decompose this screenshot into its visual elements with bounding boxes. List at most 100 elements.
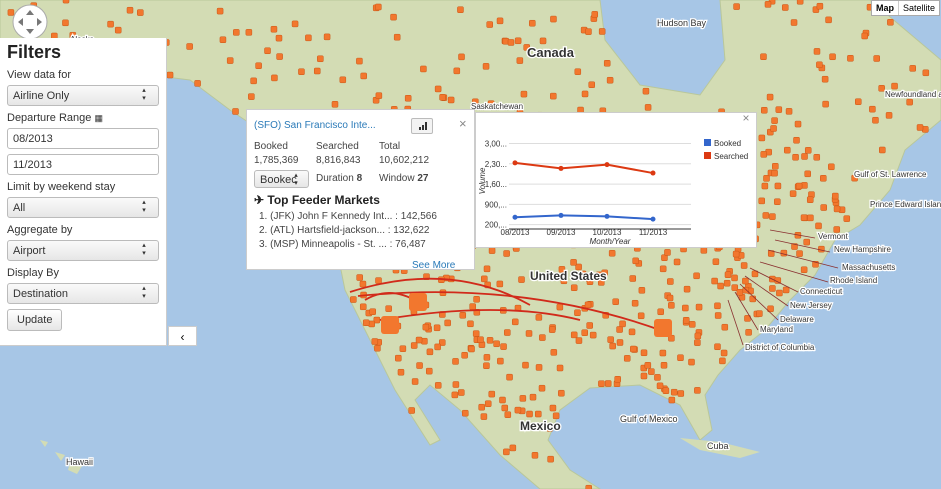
map-label: Hawaii xyxy=(66,457,93,467)
select[interactable]: Destination xyxy=(7,283,159,304)
airport-marker xyxy=(813,154,821,161)
select[interactable]: Airline Only xyxy=(7,85,159,106)
airport-marker xyxy=(166,71,174,79)
airport-marker xyxy=(458,53,465,61)
point xyxy=(650,216,656,222)
airport-marker xyxy=(531,452,539,459)
airport-marker xyxy=(558,266,566,273)
airport-marker xyxy=(869,105,876,113)
input[interactable]: 11/2013 xyxy=(7,154,159,175)
plane-icon[interactable] xyxy=(654,319,672,337)
airport-marker xyxy=(720,349,728,357)
airport-marker xyxy=(688,321,696,328)
plane-icon[interactable] xyxy=(381,316,399,334)
label: View data for xyxy=(7,69,72,81)
airport-marker xyxy=(606,76,614,84)
select[interactable]: All xyxy=(7,197,159,218)
airport-marker xyxy=(586,278,594,285)
airport-marker xyxy=(522,361,529,369)
airport-marker xyxy=(585,484,592,489)
filters-title: Filters xyxy=(7,42,62,62)
map-label: District of Columbia xyxy=(745,343,815,352)
airport-marker xyxy=(526,410,533,418)
airport-marker xyxy=(597,279,605,286)
map-label: Saskatchewan xyxy=(471,102,523,111)
airport-marker xyxy=(426,348,434,356)
airport-marker xyxy=(245,29,253,36)
airport-marker xyxy=(623,355,631,362)
select[interactable]: Bookec xyxy=(254,170,309,188)
airport-marker xyxy=(619,320,626,328)
airport-marker xyxy=(833,205,841,213)
airport-marker xyxy=(504,411,512,418)
airport-marker xyxy=(800,266,808,273)
map-button[interactable]: Map xyxy=(875,3,894,13)
airport-marker xyxy=(714,343,721,351)
airport-marker xyxy=(548,326,556,333)
airport-marker xyxy=(539,37,547,45)
input[interactable]: 08/2013 xyxy=(7,128,159,149)
airport-marker xyxy=(556,364,564,372)
select[interactable]: Airport xyxy=(7,240,159,261)
see-more-link[interactable]: See More xyxy=(412,260,456,271)
close-button[interactable]: × xyxy=(742,111,749,125)
airport-marker xyxy=(598,28,606,35)
airport-marker xyxy=(776,289,783,297)
airport-marker xyxy=(447,96,455,104)
airport-marker xyxy=(733,3,740,10)
airport-marker xyxy=(232,108,239,115)
airport-marker xyxy=(477,336,484,343)
satellite-button[interactable]: Satellite xyxy=(897,1,939,15)
airport-marker xyxy=(721,323,729,331)
airport-marker xyxy=(473,296,480,303)
airport-marker xyxy=(362,319,370,327)
airport-marker xyxy=(535,364,543,371)
airport-marker xyxy=(264,47,271,55)
airport-marker xyxy=(496,17,504,25)
chart-button[interactable] xyxy=(411,118,433,134)
airport-marker xyxy=(769,213,776,220)
airport-marker xyxy=(550,349,558,356)
airport-marker xyxy=(356,274,363,281)
airport-marker xyxy=(879,146,886,154)
airport-marker xyxy=(305,34,312,42)
airport-marker xyxy=(872,116,879,124)
airport-marker xyxy=(885,112,893,119)
airport-marker xyxy=(771,117,778,124)
airport-marker xyxy=(804,170,811,178)
popup-title[interactable]: (SFO) San Francisco Inte... xyxy=(254,120,376,131)
close-button[interactable]: × xyxy=(459,116,467,131)
airport-marker xyxy=(574,309,581,316)
airport-marker xyxy=(250,77,257,85)
airport-marker xyxy=(629,275,637,282)
cuba-land xyxy=(680,438,760,458)
update-button[interactable]: Update xyxy=(7,309,63,331)
airport-marker xyxy=(644,104,652,111)
airport-marker xyxy=(434,85,442,93)
airport-marker xyxy=(745,329,752,336)
airport-marker xyxy=(462,409,469,417)
airport-marker xyxy=(438,339,446,346)
collapse-button[interactable]: ‹ xyxy=(168,326,197,346)
airport-marker xyxy=(359,303,367,311)
leader xyxy=(734,291,759,331)
plane-icon[interactable] xyxy=(409,293,427,311)
airport-marker xyxy=(804,147,812,154)
legend-swatch xyxy=(704,152,711,159)
map-label: Gulf of Mexico xyxy=(620,414,678,424)
airport-marker xyxy=(493,340,500,348)
airport-marker xyxy=(694,339,701,346)
airport-marker xyxy=(723,279,731,287)
airport-marker xyxy=(760,53,767,60)
airport-marker xyxy=(478,403,485,411)
airport-marker xyxy=(659,349,667,357)
airport-marker xyxy=(514,37,522,45)
feeder-text: (ATL) Hartsfield-jackson... : 132,622 xyxy=(270,225,430,236)
map-label: Newfoundland and Labrador xyxy=(885,90,941,99)
point xyxy=(558,165,564,171)
airport-marker xyxy=(570,284,578,291)
airport-marker xyxy=(511,318,519,326)
airport-marker xyxy=(736,289,744,296)
airport-marker xyxy=(851,174,858,182)
y-tick-label: 1,60... xyxy=(485,180,507,189)
